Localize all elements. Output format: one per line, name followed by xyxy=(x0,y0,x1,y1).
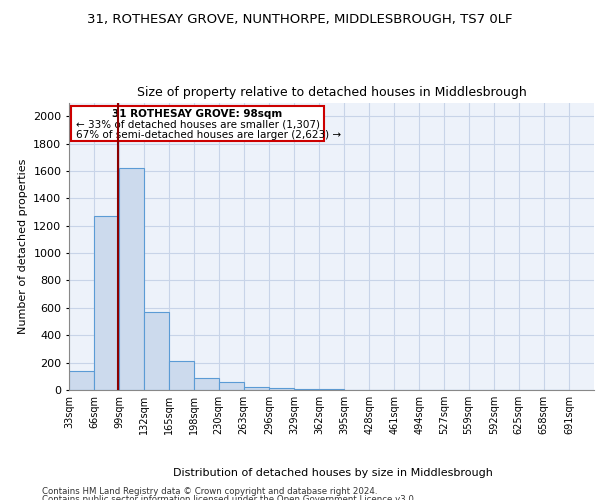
Text: 31, ROTHESAY GROVE, NUNTHORPE, MIDDLESBROUGH, TS7 0LF: 31, ROTHESAY GROVE, NUNTHORPE, MIDDLESBR… xyxy=(87,12,513,26)
Text: 67% of semi-detached houses are larger (2,623) →: 67% of semi-detached houses are larger (… xyxy=(76,130,341,140)
Bar xyxy=(218,382,244,390)
Title: Size of property relative to detached houses in Middlesbrough: Size of property relative to detached ho… xyxy=(137,86,526,98)
Text: Distribution of detached houses by size in Middlesbrough: Distribution of detached houses by size … xyxy=(173,468,493,477)
Bar xyxy=(269,388,294,390)
Text: Contains HM Land Registry data © Crown copyright and database right 2024.: Contains HM Land Registry data © Crown c… xyxy=(42,488,377,496)
Text: ← 33% of detached houses are smaller (1,307): ← 33% of detached houses are smaller (1,… xyxy=(76,120,320,130)
Bar xyxy=(169,360,194,390)
Bar xyxy=(194,378,220,390)
Bar xyxy=(119,168,144,390)
Text: Contains public sector information licensed under the Open Government Licence v3: Contains public sector information licen… xyxy=(42,495,416,500)
Bar xyxy=(244,386,269,390)
Bar xyxy=(144,312,169,390)
Bar xyxy=(69,371,94,390)
Text: 31 ROTHESAY GROVE: 98sqm: 31 ROTHESAY GROVE: 98sqm xyxy=(112,108,283,118)
Y-axis label: Number of detached properties: Number of detached properties xyxy=(17,158,28,334)
Bar xyxy=(94,216,119,390)
FancyBboxPatch shape xyxy=(71,106,323,141)
